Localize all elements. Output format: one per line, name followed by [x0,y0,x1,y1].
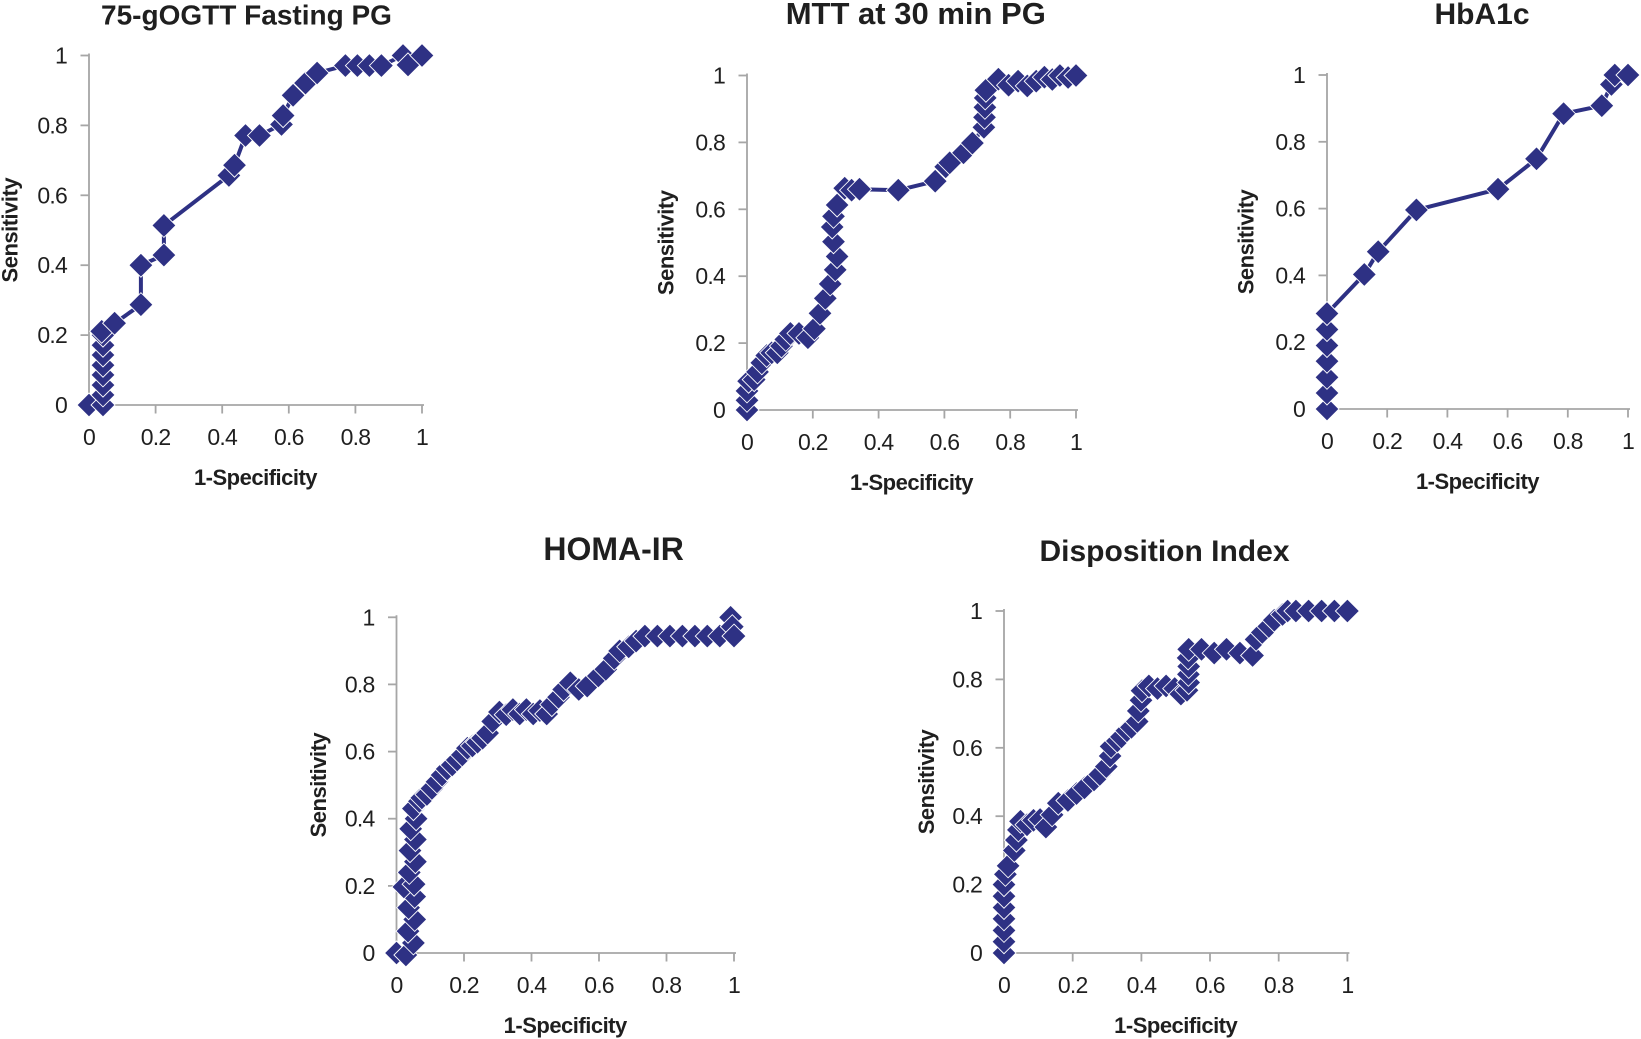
svg-text:0: 0 [55,392,67,418]
svg-text:0.2: 0.2 [37,322,67,348]
svg-text:0.6: 0.6 [274,424,304,450]
svg-text:0: 0 [713,397,725,423]
svg-text:0: 0 [1321,428,1333,454]
svg-text:1-Specificity: 1-Specificity [1416,469,1540,494]
svg-text:0.8: 0.8 [37,112,67,138]
svg-text:Sensitivity: Sensitivity [0,177,23,283]
svg-text:1: 1 [713,63,725,89]
svg-text:0.2: 0.2 [1275,329,1305,355]
svg-text:1: 1 [1341,972,1353,998]
svg-text:MTT at 30 min PG: MTT at 30 min PG [786,0,1046,31]
svg-text:0.6: 0.6 [952,735,982,761]
svg-text:Sensitivity: Sensitivity [654,189,679,295]
svg-text:1-Specificity: 1-Specificity [850,470,974,495]
svg-text:1: 1 [416,424,428,450]
svg-text:0.4: 0.4 [1275,262,1306,288]
svg-text:0.4: 0.4 [517,972,548,998]
svg-text:0.4: 0.4 [695,263,726,289]
svg-text:1-Specificity: 1-Specificity [504,1013,628,1038]
svg-text:0.6: 0.6 [345,739,375,765]
svg-text:0: 0 [391,972,403,998]
svg-text:0.6: 0.6 [1195,972,1225,998]
svg-text:0.2: 0.2 [141,424,171,450]
svg-text:1: 1 [728,972,740,998]
svg-text:1: 1 [55,43,67,69]
svg-text:HbA1c: HbA1c [1434,0,1529,31]
svg-text:0.2: 0.2 [1058,972,1088,998]
svg-text:0.8: 0.8 [345,671,375,697]
svg-text:0.2: 0.2 [798,429,828,455]
svg-text:0.8: 0.8 [1275,129,1305,155]
svg-text:0.4: 0.4 [952,803,983,829]
svg-text:0.2: 0.2 [952,872,982,898]
svg-text:0.4: 0.4 [1127,972,1158,998]
svg-text:0.2: 0.2 [1372,428,1402,454]
svg-text:1: 1 [363,604,375,630]
svg-text:1-Specificity: 1-Specificity [194,465,318,490]
svg-text:75-gOGTT Fasting PG: 75-gOGTT Fasting PG [101,0,392,31]
svg-text:0.6: 0.6 [695,196,725,222]
svg-text:0.6: 0.6 [930,429,960,455]
svg-text:1: 1 [970,598,982,624]
svg-text:0.8: 0.8 [1264,972,1294,998]
svg-text:0.2: 0.2 [695,330,725,356]
svg-text:0: 0 [363,940,375,966]
svg-text:0.2: 0.2 [449,972,479,998]
svg-text:1-Specificity: 1-Specificity [1114,1013,1238,1038]
svg-text:1: 1 [1070,429,1082,455]
svg-text:0.4: 0.4 [345,806,376,832]
svg-text:0.8: 0.8 [341,424,371,450]
svg-text:0.6: 0.6 [584,972,614,998]
svg-text:0: 0 [998,972,1010,998]
svg-text:1: 1 [1293,62,1305,88]
svg-text:0.6: 0.6 [1493,428,1523,454]
svg-text:0: 0 [1293,396,1305,422]
svg-text:0.8: 0.8 [695,129,725,155]
svg-text:0.6: 0.6 [1275,196,1305,222]
svg-text:0.4: 0.4 [207,424,238,450]
svg-text:HOMA-IR: HOMA-IR [543,531,683,567]
svg-text:Disposition Index: Disposition Index [1039,535,1289,568]
svg-text:Sensitivity: Sensitivity [306,732,331,838]
svg-text:0.4: 0.4 [864,429,895,455]
svg-text:0: 0 [741,429,753,455]
svg-text:0.2: 0.2 [345,873,375,899]
svg-text:Sensitivity: Sensitivity [1234,188,1259,294]
svg-text:0: 0 [83,424,95,450]
svg-text:0.4: 0.4 [37,252,68,278]
svg-text:0.6: 0.6 [37,182,67,208]
svg-text:1: 1 [1622,428,1634,454]
svg-text:0.8: 0.8 [652,972,682,998]
svg-text:0: 0 [970,940,982,966]
svg-text:0.8: 0.8 [952,666,982,692]
svg-text:0.4: 0.4 [1433,428,1464,454]
svg-text:0.8: 0.8 [995,429,1025,455]
svg-text:Sensitivity: Sensitivity [914,728,939,834]
svg-text:0.8: 0.8 [1553,428,1583,454]
